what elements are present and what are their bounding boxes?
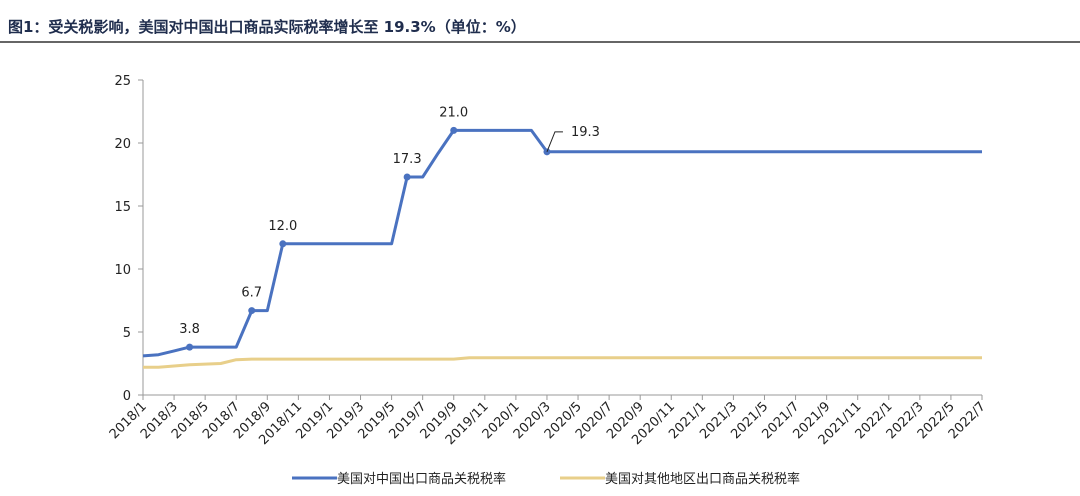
point-marker	[403, 173, 411, 181]
legend-label: 美国对其他地区出口商品关税税率	[605, 471, 800, 487]
data-label: 12.0	[268, 219, 297, 234]
data-label: 3.8	[179, 322, 200, 337]
legend-label: 美国对中国出口商品关税税率	[337, 471, 506, 487]
y-tick-label: 25	[114, 74, 131, 89]
point-marker	[186, 343, 194, 351]
data-label: 19.3	[571, 125, 600, 140]
point-marker	[248, 307, 256, 315]
y-tick-label: 20	[114, 137, 131, 152]
data-label: 6.7	[241, 286, 262, 301]
series-line	[143, 356, 982, 369]
y-tick-label: 10	[114, 263, 131, 278]
leader-line	[546, 131, 563, 153]
y-tick-label: 15	[114, 200, 131, 215]
point-marker	[450, 126, 458, 134]
y-tick-label: 5	[123, 326, 131, 341]
data-label: 21.0	[439, 105, 468, 120]
y-tick-label: 0	[123, 389, 131, 404]
data-label: 17.3	[393, 152, 422, 167]
point-marker	[279, 240, 287, 248]
chart-title: 图1：受关税影响，美国对中国出口商品实际税率增长至 19.3%（单位：%）	[8, 18, 526, 36]
series-line	[142, 128, 982, 358]
